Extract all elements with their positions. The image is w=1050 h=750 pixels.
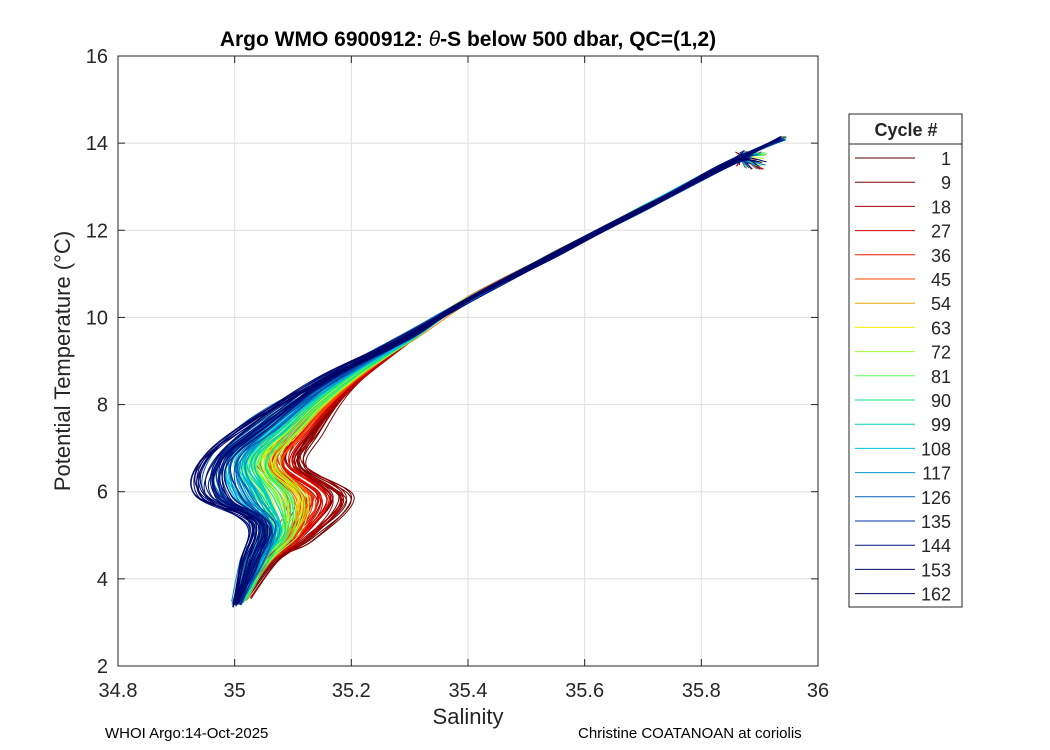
legend-box bbox=[848, 113, 963, 608]
legend-entries: 1 9 18 27 36 45 54 63 72 81 90 99 108 117 126 135 144 153… bbox=[855, 149, 951, 605]
legend-title: Cycle # bbox=[874, 120, 937, 140]
footer-left-credit: WHOI Argo:14-Oct-2025 bbox=[105, 725, 269, 742]
x-tick-label: 35.6 bbox=[565, 680, 604, 702]
legend-entry-label: 54 bbox=[931, 294, 951, 314]
footer-right-credit: Christine COATANOAN at coriolis bbox=[578, 725, 802, 742]
profile-cycle-curve bbox=[196, 157, 744, 605]
legend-entry-label: 18 bbox=[931, 197, 951, 217]
legend-entry-label: 117 bbox=[922, 464, 951, 484]
legend-entry-label: 135 bbox=[921, 512, 951, 532]
legend-entry-label: 45 bbox=[931, 270, 951, 290]
legend-entry-label: 1 bbox=[941, 149, 951, 169]
x-tick-label: 35.4 bbox=[449, 680, 488, 702]
x-tick-label: 35.8 bbox=[682, 680, 721, 702]
x-tick-label: 35.2 bbox=[332, 680, 371, 702]
y-tick-label: 2 bbox=[97, 656, 108, 678]
legend: Cycle # 19182736455463728190991081171261… bbox=[848, 113, 963, 608]
legend-entry-label: 27 bbox=[931, 222, 951, 242]
legend-entry-label: 90 bbox=[931, 391, 951, 411]
y-tick-label: 12 bbox=[86, 220, 108, 242]
x-tick-label: 35 bbox=[224, 680, 246, 702]
y-tick-label: 10 bbox=[86, 307, 108, 329]
y-axis-label: Potential Temperature (°C) bbox=[50, 231, 75, 491]
legend-entry-label: 36 bbox=[931, 246, 951, 266]
x-tick-label: 34.8 bbox=[99, 680, 138, 702]
y-tick-label: 4 bbox=[97, 569, 108, 591]
legend-entry-label: 153 bbox=[921, 560, 951, 580]
legend-entry-label: 144 bbox=[921, 536, 951, 556]
y-axis-ticks: 2 4 6 8 10 12 14 16 bbox=[86, 46, 818, 678]
profile-cycle-curve bbox=[194, 158, 758, 607]
y-tick-label: 6 bbox=[97, 482, 108, 504]
profile-curves bbox=[190, 135, 787, 608]
x-axis-ticks: 34.8 35 35.2 35.4 35.6 35.8 36 bbox=[99, 56, 829, 702]
legend-entry-label: 9 bbox=[941, 173, 951, 193]
legend-entry-label: 162 bbox=[921, 585, 951, 605]
legend-entry-label: 99 bbox=[931, 415, 951, 435]
legend-entry-label: 108 bbox=[921, 439, 951, 459]
y-tick-label: 16 bbox=[86, 46, 108, 68]
legend-entry-label: 72 bbox=[931, 343, 951, 363]
legend-entry-label: 63 bbox=[931, 318, 951, 338]
y-tick-label: 8 bbox=[97, 395, 108, 417]
grid-lines bbox=[118, 56, 818, 666]
x-tick-label: 36 bbox=[807, 680, 829, 702]
chart-title: Argo WMO 6900912: θ-S below 500 dbar, QC… bbox=[220, 28, 716, 51]
x-axis-label: Salinity bbox=[433, 704, 504, 729]
legend-entry-label: 81 bbox=[931, 367, 951, 387]
profile-cycle-curve bbox=[193, 136, 782, 608]
legend-entry-label: 126 bbox=[921, 488, 951, 508]
y-tick-label: 14 bbox=[86, 133, 108, 155]
